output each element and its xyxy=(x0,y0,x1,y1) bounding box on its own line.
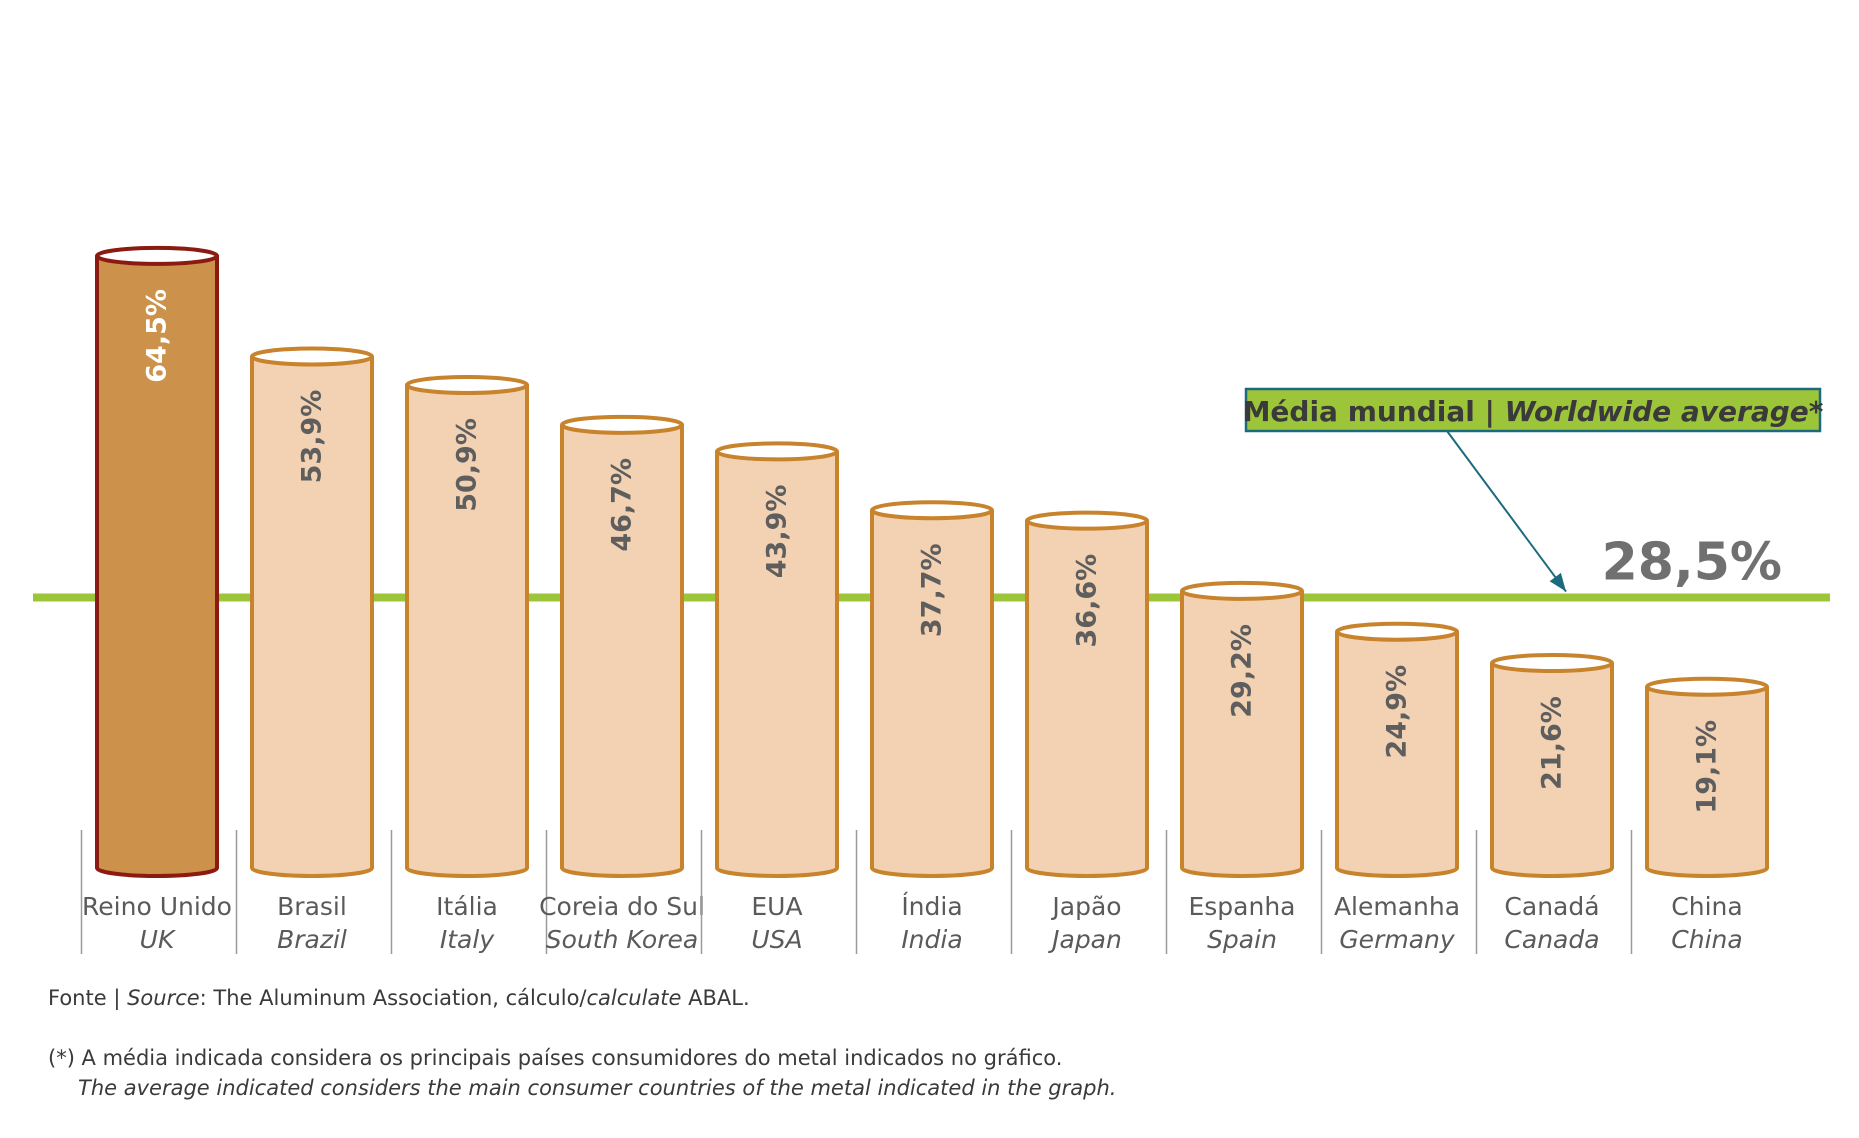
bar-top xyxy=(95,245,219,266)
average-label-text: Média mundial | Worldwide average* xyxy=(1243,395,1824,428)
category-label-en: Japan xyxy=(1047,925,1122,954)
category-label-pt: EUA xyxy=(751,892,802,921)
average-label-box xyxy=(1244,387,1822,433)
bar-value-label: 19,1% xyxy=(1692,720,1723,814)
category-label-en: India xyxy=(901,925,962,954)
average-annotation: Média mundial | Worldwide average* 28,5% xyxy=(1243,387,1824,593)
category-label-en: Brazil xyxy=(277,925,347,954)
footnote-en: The average indicated considers the main… xyxy=(78,1076,1117,1100)
average-arrow-line xyxy=(1446,430,1567,593)
bar-body xyxy=(1490,663,1614,878)
source-note: Fonte | Source: The Aluminum Association… xyxy=(48,986,750,1010)
category-label-en: USA xyxy=(751,925,802,954)
bar-body xyxy=(405,384,529,878)
bar-value-label: 43,9% xyxy=(762,485,793,579)
bars-layer: 64,5% 53,9% 50,9% 46,7% 43,9% 37,7% 36,6% 29,2%… xyxy=(95,245,1769,878)
bar-germany: 24,9% xyxy=(1335,621,1459,878)
category-label-en: China xyxy=(1671,925,1742,954)
bar-top xyxy=(715,441,839,462)
bar-top xyxy=(1335,621,1459,642)
bar-body xyxy=(560,424,684,878)
bar-value-label: 37,7% xyxy=(917,543,948,637)
bar-value-label: 24,9% xyxy=(1382,665,1413,759)
bar-top xyxy=(1180,580,1304,601)
bar-brazil: 53,9% xyxy=(250,346,374,878)
bar-body xyxy=(95,255,219,878)
bar-top xyxy=(1645,676,1769,697)
category-label-en: UK xyxy=(140,925,177,954)
bar-value-label: 50,9% xyxy=(452,418,483,512)
category-label-en: Germany xyxy=(1339,925,1456,954)
bar-usa: 43,9% xyxy=(715,441,839,878)
bar-canada: 21,6% xyxy=(1490,653,1614,878)
bar-value-label: 53,9% xyxy=(297,390,328,484)
bar-value-label: 21,6% xyxy=(1537,696,1568,790)
category-label-pt: Espanha xyxy=(1188,892,1295,921)
bar-top xyxy=(870,500,994,521)
bar-value-label: 36,6% xyxy=(1072,554,1103,648)
category-label-pt: Alemanha xyxy=(1334,892,1460,921)
bar-body xyxy=(870,510,994,878)
category-label-pt: Itália xyxy=(436,892,498,921)
bar-value-label: 29,2% xyxy=(1227,624,1258,718)
bar-top xyxy=(560,414,684,435)
bar-value-label: 46,7% xyxy=(607,458,638,552)
bar-value-label: 64,5% xyxy=(142,289,173,383)
bar-body xyxy=(715,451,839,878)
bar-china: 19,1% xyxy=(1645,676,1769,878)
bar-south-korea: 46,7% xyxy=(560,414,684,878)
category-label-pt: China xyxy=(1671,892,1742,921)
bar-india: 37,7% xyxy=(870,500,994,878)
bar-body xyxy=(1335,631,1459,878)
bar-top xyxy=(1025,510,1149,531)
category-label-pt: Brasil xyxy=(277,892,347,921)
bar-japan: 36,6% xyxy=(1025,510,1149,878)
average-value: 28,5% xyxy=(1602,533,1782,593)
category-label-en: Canada xyxy=(1504,925,1599,954)
category-label-pt: Canadá xyxy=(1504,892,1599,921)
bar-italy: 50,9% xyxy=(405,374,529,878)
category-label-pt: Reino Unido xyxy=(82,892,232,921)
category-label-en: Spain xyxy=(1207,925,1277,954)
category-label-en: South Korea xyxy=(546,925,698,954)
bar-top xyxy=(250,346,374,367)
bar-body xyxy=(1025,520,1149,878)
category-label-pt: Coreia do Sul xyxy=(539,892,705,921)
bar-top xyxy=(405,374,529,395)
bar-body xyxy=(1180,590,1304,878)
bar-spain: 29,2% xyxy=(1180,580,1304,878)
average-arrow-head xyxy=(1549,572,1566,592)
bar-body xyxy=(1645,686,1769,878)
category-label-en: Italy xyxy=(440,925,495,954)
category-labels: Reino Unido UK Brasil Brazil Itália Italy Core… xyxy=(80,830,1743,954)
bar-uk: 64,5% xyxy=(95,245,219,878)
footnote-pt: (*) A média indicada considera os princi… xyxy=(48,1046,1063,1070)
category-label-pt: Índia xyxy=(901,892,962,921)
bar-top xyxy=(1490,653,1614,674)
bar-body xyxy=(250,356,374,878)
category-label-pt: Japão xyxy=(1050,892,1121,921)
